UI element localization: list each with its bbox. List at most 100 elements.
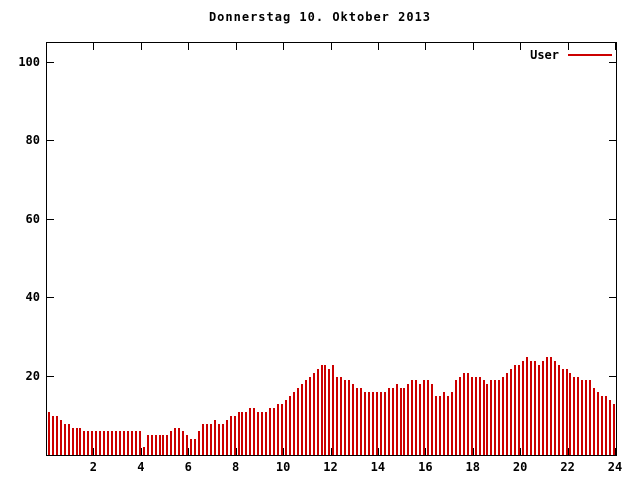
x-tick: [93, 43, 95, 50]
user-bar: [134, 431, 137, 455]
user-bar: [597, 392, 600, 455]
user-bar: [292, 392, 295, 455]
y-tick: [609, 297, 616, 299]
user-bar: [186, 435, 189, 455]
user-bar: [478, 377, 481, 455]
user-bar: [419, 384, 422, 455]
user-bar: [605, 396, 607, 455]
y-tick: [609, 140, 616, 142]
user-bar: [431, 384, 434, 455]
user-bar: [407, 384, 410, 455]
x-tick-label: 24: [607, 460, 623, 474]
user-bar: [281, 404, 283, 455]
user-bar: [375, 392, 378, 455]
user-bar: [138, 431, 141, 455]
y-tick: [609, 218, 616, 220]
user-bar: [166, 435, 169, 455]
x-tick: [615, 43, 616, 50]
user-bar: [518, 365, 521, 455]
user-bar: [115, 431, 118, 455]
x-tick: [472, 448, 474, 455]
user-bar: [205, 424, 208, 455]
user-bar: [304, 380, 307, 455]
user-bar: [103, 431, 106, 455]
user-bar: [229, 416, 232, 455]
user-bar: [458, 377, 461, 455]
legend: User: [530, 48, 612, 62]
user-bar: [450, 392, 453, 455]
user-bar: [316, 369, 319, 455]
y-tick: [47, 218, 54, 220]
user-bar: [439, 396, 442, 455]
user-bar: [162, 435, 165, 455]
user-bar: [601, 396, 604, 455]
user-bar: [462, 373, 465, 455]
user-bar: [87, 431, 90, 455]
user-bar: [107, 431, 110, 455]
user-bar: [411, 380, 414, 455]
x-tick-label: 8: [232, 460, 240, 474]
x-tick: [567, 43, 569, 50]
y-tick: [47, 61, 54, 63]
x-tick: [140, 43, 142, 50]
user-bar: [130, 431, 133, 455]
user-bar: [328, 369, 331, 455]
user-bar: [59, 420, 62, 455]
x-tick-label: 18: [465, 460, 480, 474]
user-bar: [277, 404, 280, 455]
user-bar: [83, 431, 86, 455]
user-bar: [502, 377, 505, 455]
user-bar: [284, 400, 287, 455]
user-bar: [561, 369, 564, 455]
user-bar: [363, 392, 366, 455]
user-bar: [142, 447, 145, 455]
user-bar: [237, 412, 240, 455]
user-bar: [510, 369, 513, 455]
user-bar: [395, 384, 398, 455]
x-tick: [377, 43, 379, 50]
user-bar: [585, 380, 588, 455]
x-tick-label: 4: [137, 460, 145, 474]
x-tick: [283, 43, 285, 50]
x-tick-label: 16: [418, 460, 433, 474]
plot-area: User: [46, 42, 617, 456]
user-bar: [253, 408, 256, 455]
user-bar: [158, 435, 161, 455]
x-tick: [567, 448, 569, 455]
x-tick: [188, 43, 190, 50]
x-tick: [377, 448, 379, 455]
user-bar: [91, 431, 94, 455]
user-bar: [233, 416, 236, 455]
user-bar: [273, 408, 276, 455]
y-tick: [47, 140, 54, 142]
x-tick-label: 22: [560, 460, 575, 474]
x-tick: [330, 43, 332, 50]
user-bar: [443, 392, 445, 455]
user-bar: [541, 361, 544, 455]
user-bar: [126, 431, 129, 455]
user-bar: [340, 377, 343, 455]
user-bar: [569, 373, 572, 455]
user-bar: [118, 431, 121, 455]
x-tick-label: 2: [89, 460, 98, 474]
user-bar: [379, 392, 382, 455]
user-bar: [589, 380, 592, 455]
user-bar: [537, 365, 540, 455]
user-bar: [553, 361, 556, 455]
x-tick: [330, 448, 332, 455]
user-bar: [514, 365, 517, 455]
user-bar: [490, 380, 493, 455]
user-bar: [565, 369, 568, 455]
x-tick: [472, 43, 474, 50]
user-bar: [332, 365, 335, 455]
user-bar: [312, 373, 315, 455]
user-bar: [154, 435, 157, 455]
chart-title: Donnerstag 10. Oktober 2013: [208, 10, 432, 24]
user-bar: [383, 392, 386, 455]
x-tick: [520, 448, 522, 455]
user-bar: [190, 439, 193, 455]
user-bar: [494, 380, 497, 455]
user-bar: [182, 431, 185, 455]
y-tick: [609, 61, 616, 63]
